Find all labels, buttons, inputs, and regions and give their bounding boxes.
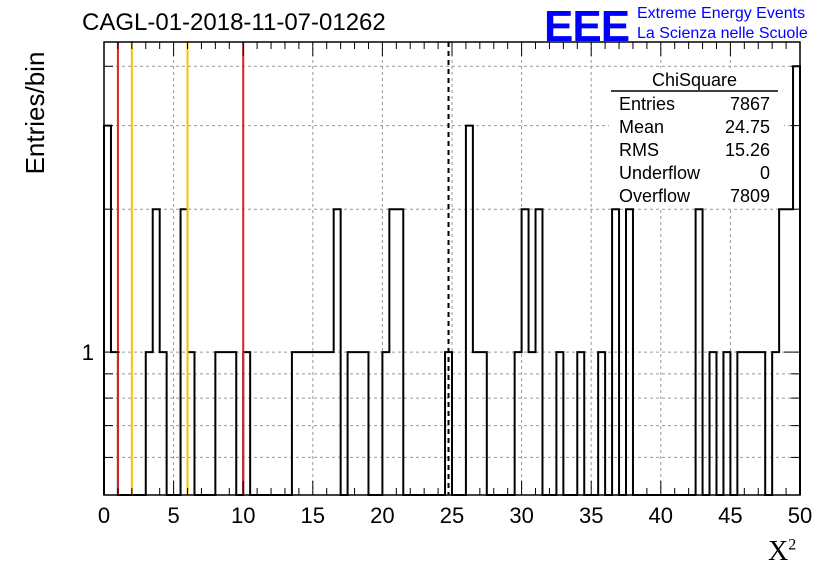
- histogram-bin: [299, 352, 306, 495]
- histogram-bin: [146, 352, 153, 495]
- histogram-bin: [772, 352, 779, 495]
- histogram-bin: [320, 352, 327, 495]
- histogram-bin: [153, 209, 160, 495]
- histogram-bin: [362, 352, 369, 495]
- x-axis-label-sup: 2: [788, 536, 797, 554]
- stats-row-value: 7809: [730, 186, 770, 206]
- x-tick-label: 35: [579, 503, 603, 528]
- histogram-bin: [696, 209, 703, 495]
- stats-row-value: 15.26: [725, 140, 770, 160]
- histogram-bin: [355, 352, 362, 495]
- histogram-bin: [793, 66, 800, 495]
- x-tick-label: 25: [440, 503, 464, 528]
- histogram-bin: [737, 352, 744, 495]
- histogram-bin: [160, 352, 167, 495]
- histogram-bin: [382, 352, 389, 495]
- histogram-bin: [751, 352, 758, 495]
- histogram-bin: [710, 352, 717, 495]
- histogram-bin: [515, 352, 522, 495]
- histogram-bin: [327, 352, 334, 495]
- stats-row-value: 7867: [730, 94, 770, 114]
- x-tick-label: 40: [649, 503, 673, 528]
- eee-logo-mark: EEE: [544, 2, 630, 51]
- stats-row-label: Overflow: [619, 186, 691, 206]
- histogram-bin: [612, 209, 619, 495]
- histogram-bin: [396, 209, 403, 495]
- histogram-bin: [229, 352, 236, 495]
- histogram-bin: [292, 352, 299, 495]
- histogram-bin: [556, 352, 563, 495]
- histogram-bin: [522, 209, 529, 495]
- histogram-bin: [334, 209, 341, 495]
- x-tick-label: 0: [98, 503, 110, 528]
- histogram-bin: [529, 352, 536, 495]
- histogram-bin: [222, 352, 229, 495]
- histogram-bin: [243, 352, 250, 495]
- x-tick-label: 50: [788, 503, 812, 528]
- stats-row-label: Entries: [619, 94, 675, 114]
- eee-logo-line2: La Scienza nelle Scuole: [637, 25, 808, 42]
- histogram-bin: [306, 352, 313, 495]
- histogram-bin: [313, 352, 320, 495]
- chart-title: CAGL-01-2018-11-07-01262: [82, 9, 386, 36]
- y-tick-label: 1: [82, 340, 94, 365]
- histogram-bin: [181, 209, 188, 495]
- histogram-bin: [758, 352, 765, 495]
- histogram-bin: [536, 209, 543, 495]
- x-axis-label: X2: [768, 536, 796, 568]
- histogram-bin: [215, 352, 222, 495]
- histogram-bin: [744, 352, 751, 495]
- x-tick-label: 30: [509, 503, 533, 528]
- histogram-bin: [480, 352, 487, 495]
- stats-box-title: ChiSquare: [652, 70, 737, 90]
- histogram-bin: [389, 209, 396, 495]
- stats-row-label: RMS: [619, 140, 659, 160]
- x-tick-label: 45: [718, 503, 742, 528]
- stats-row-value: 24.75: [725, 117, 770, 137]
- histogram-bin: [473, 352, 480, 495]
- x-tick-label: 10: [231, 503, 255, 528]
- x-tick-label: 20: [370, 503, 394, 528]
- histogram-bin: [723, 352, 730, 495]
- stats-row-label: Underflow: [619, 163, 701, 183]
- x-tick-label: 5: [167, 503, 179, 528]
- x-tick-label: 15: [301, 503, 325, 528]
- histogram-bin: [598, 352, 605, 495]
- histogram-bin: [626, 209, 633, 495]
- histogram-bin: [577, 352, 584, 495]
- histogram-bin: [348, 352, 355, 495]
- stats-row-label: Mean: [619, 117, 664, 137]
- histogram-bin: [104, 126, 111, 495]
- x-axis-label-base: X: [768, 536, 789, 567]
- histogram-bin: [466, 126, 473, 495]
- stats-row-value: 0: [760, 163, 770, 183]
- eee-logo-line1: Extreme Energy Events: [637, 5, 806, 22]
- histogram-bin: [188, 352, 195, 495]
